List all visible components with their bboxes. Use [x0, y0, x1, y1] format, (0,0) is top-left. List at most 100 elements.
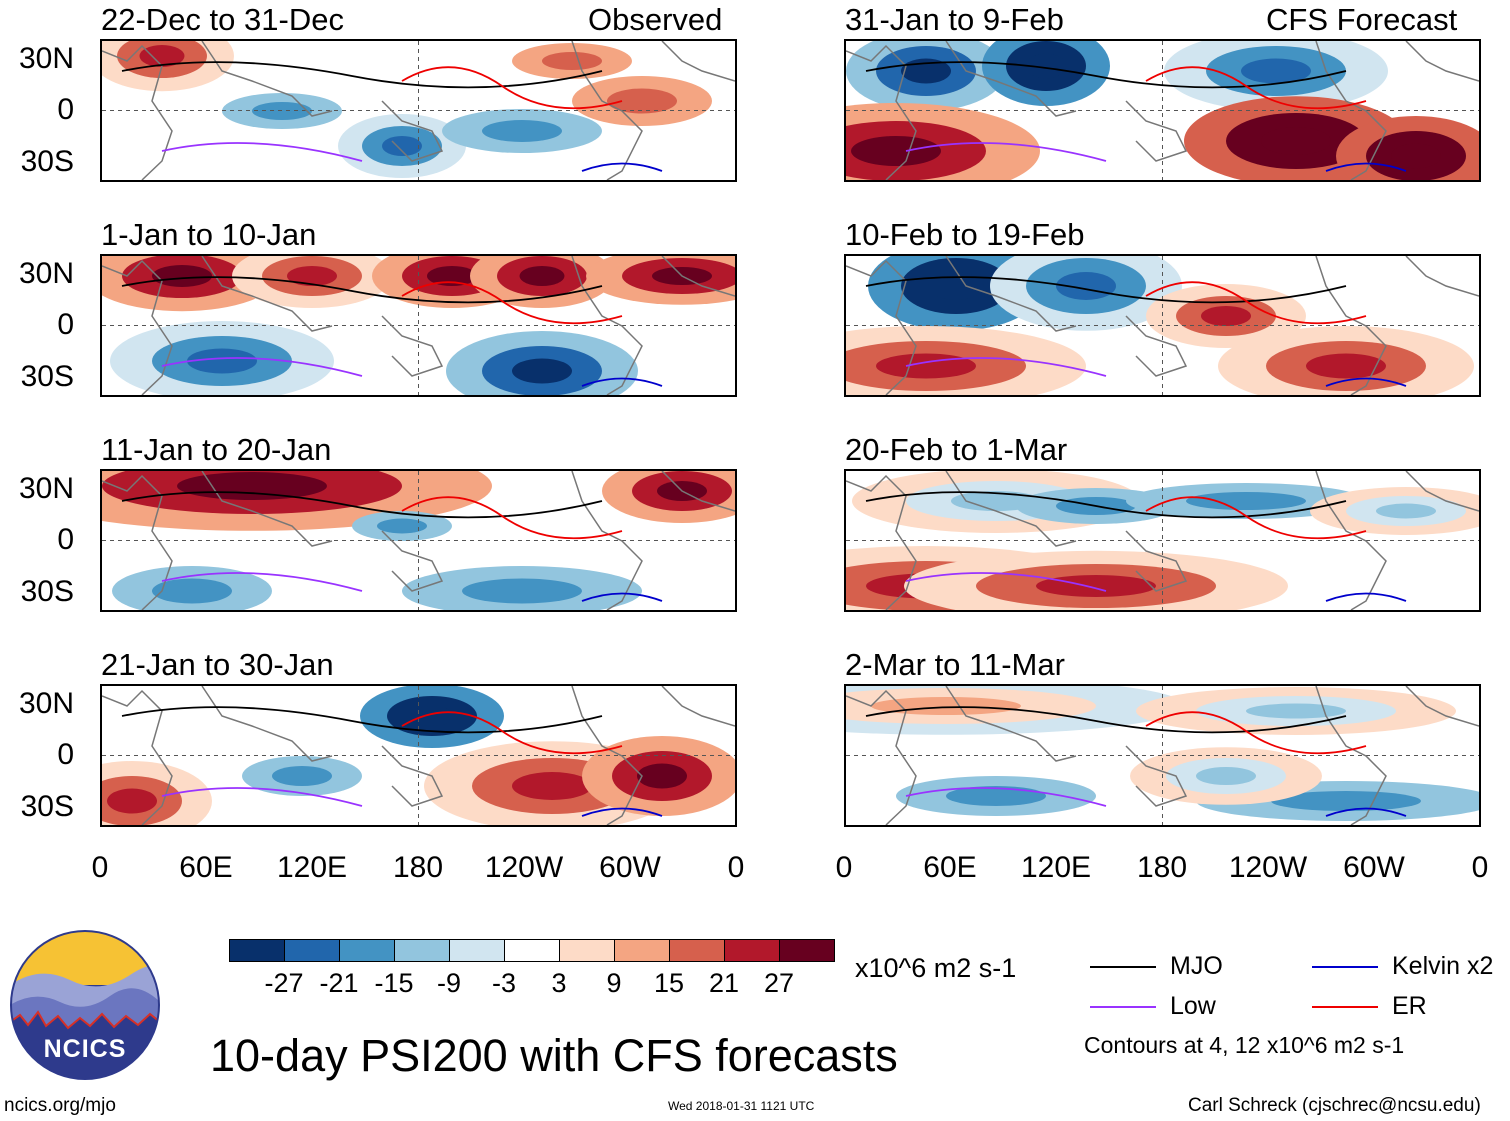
map-panel-forecast-3 — [844, 469, 1481, 612]
contour-line — [581, 162, 663, 172]
footer-author: Carl Schreck (cjschrec@ncsu.edu) — [1188, 1095, 1481, 1116]
panel-title: 11-Jan to 20-Jan — [101, 432, 332, 467]
y-tick-30n: 30N — [18, 687, 74, 720]
x-tick: 120E — [276, 851, 348, 884]
coastline — [846, 44, 917, 180]
contour-line — [581, 807, 663, 817]
colorbar-label: -3 — [491, 968, 516, 998]
legend-label-kelvin: Kelvin x2 — [1392, 952, 1494, 980]
x-tick: 60E — [923, 851, 977, 884]
x-tick: 0 — [727, 851, 745, 884]
coastline — [1315, 41, 1387, 180]
panel-title: 20-Feb to 1-Mar — [845, 432, 1068, 467]
coastline — [1125, 530, 1188, 592]
psi-anomaly-blob — [946, 786, 1046, 806]
contour-line — [401, 496, 623, 540]
coastline — [945, 471, 1077, 547]
colorbar-label: 3 — [551, 968, 567, 998]
contour-line — [401, 281, 623, 325]
map-panel-observed-4 — [100, 684, 737, 827]
psi-anomaly-blob — [637, 763, 687, 789]
contour-line — [161, 787, 363, 807]
psi-anomaly-blob — [139, 45, 185, 67]
colorbar-units: x10^6 m2 s-1 — [855, 953, 1017, 983]
coastline — [1405, 686, 1479, 727]
contour-line — [121, 706, 603, 734]
colorbar-swatch — [779, 939, 835, 962]
contour-line — [905, 357, 1107, 377]
psi-anomaly-blob — [851, 136, 941, 166]
panel-title: 22-Dec to 31-Dec — [101, 2, 344, 37]
contour-line — [121, 276, 603, 304]
figure-title: 10-day PSI200 with CFS forecasts — [210, 1030, 898, 1081]
contour-line — [865, 491, 1347, 519]
contour-line — [1145, 66, 1367, 110]
coastline — [1405, 471, 1479, 512]
colorbar-swatch — [339, 939, 395, 962]
psi-anomaly-blob — [177, 472, 327, 500]
low-legend-line — [1090, 1006, 1156, 1008]
observed-label: Observed — [588, 2, 723, 37]
contour-line — [1325, 592, 1407, 602]
coastline — [102, 259, 173, 395]
psi-anomaly-blob — [427, 266, 477, 286]
coastline — [571, 686, 643, 825]
coastline — [661, 256, 735, 297]
contour-line — [905, 142, 1107, 162]
coastline — [102, 474, 173, 610]
logo-text: NCICS — [44, 1035, 127, 1063]
coastline — [661, 471, 735, 512]
colorbar-swatch — [669, 939, 725, 962]
coastline — [201, 471, 333, 547]
coastline — [846, 259, 917, 395]
contour-line — [161, 142, 363, 162]
coastline — [201, 41, 333, 117]
contour-line — [1145, 281, 1367, 325]
x-tick: 180 — [1136, 851, 1188, 884]
colorbar-label: -15 — [374, 968, 414, 998]
psi-anomaly-blob — [152, 578, 232, 604]
er-legend-line — [1312, 1006, 1378, 1008]
psi-anomaly-blob — [382, 136, 422, 156]
footer-url[interactable]: ncics.org/mjo — [4, 1095, 116, 1116]
panel-title: 1-Jan to 10-Jan — [101, 217, 317, 252]
coastline — [201, 686, 333, 762]
psi-anomaly-blob — [1241, 58, 1311, 84]
panel-title: 31-Jan to 9-Feb — [845, 2, 1064, 37]
map-panel-observed-1 — [100, 39, 737, 182]
psi-anomaly-blob — [607, 88, 677, 114]
coastline — [381, 315, 444, 377]
ncics-logo[interactable]: NCICS — [10, 930, 160, 1080]
colorbar-label: 27 — [763, 968, 795, 998]
contour-line — [121, 61, 603, 89]
coastline — [102, 689, 173, 825]
y-tick-30s: 30S — [20, 360, 74, 393]
coastline — [945, 256, 1077, 332]
psi-anomaly-blob — [1196, 767, 1256, 785]
psi-anomaly-blob — [542, 52, 602, 70]
colorbar-swatch — [724, 939, 780, 962]
panel-title: 10-Feb to 19-Feb — [845, 217, 1085, 252]
map-panel-forecast-4 — [844, 684, 1481, 827]
psi-anomaly-blob — [409, 706, 455, 726]
coastline — [1315, 256, 1387, 395]
legend-label-er: ER — [1392, 992, 1427, 1020]
mjo-legend-line — [1090, 966, 1156, 968]
colorbar-label: 9 — [606, 968, 622, 998]
contour-line — [581, 377, 663, 387]
panel-title: 2-Mar to 11-Mar — [845, 647, 1065, 682]
coastline — [102, 44, 173, 180]
map-panel-observed-3 — [100, 469, 737, 612]
psi-anomaly-blob — [1026, 53, 1066, 79]
coastline — [945, 686, 1077, 762]
contour-line — [1145, 496, 1367, 540]
x-tick: 60W — [599, 851, 661, 884]
x-tick: 0 — [835, 851, 853, 884]
psi-anomaly-blob — [462, 578, 582, 604]
psi-anomaly-blob — [272, 766, 332, 786]
psi-anomaly-blob — [152, 265, 212, 287]
psi-anomaly-blob — [876, 353, 976, 379]
map-panel-observed-2 — [100, 254, 737, 397]
psi-anomaly-blob — [1376, 503, 1436, 519]
contour-line — [1325, 807, 1407, 817]
